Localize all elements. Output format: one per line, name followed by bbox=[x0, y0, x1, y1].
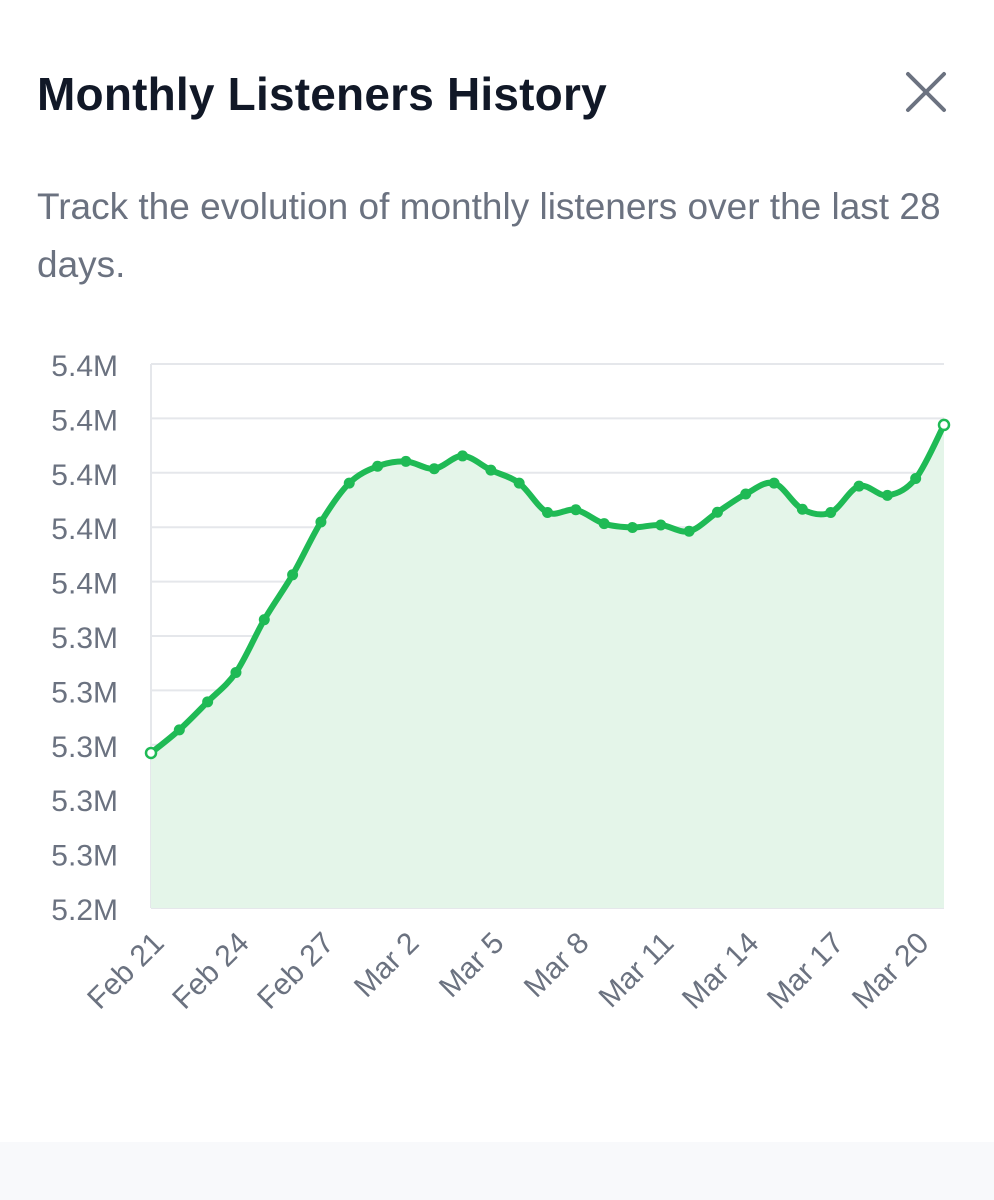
data-point[interactable] bbox=[513, 477, 525, 489]
area-layer bbox=[151, 424, 944, 908]
data-point[interactable] bbox=[655, 519, 667, 531]
close-button[interactable] bbox=[896, 62, 956, 122]
data-point[interactable] bbox=[542, 507, 553, 519]
dialog-subtitle: Track the evolution of monthly listeners… bbox=[37, 186, 941, 285]
x-tick-label: Feb 21 bbox=[81, 926, 170, 1015]
data-point[interactable] bbox=[626, 521, 638, 533]
data-point[interactable] bbox=[258, 614, 270, 626]
y-tick-label: 5.4M bbox=[51, 459, 118, 492]
data-point[interactable] bbox=[372, 460, 384, 472]
x-tick-label: Mar 14 bbox=[676, 926, 765, 1015]
listeners-chart: 5.2M 5.3M 5.3M 5.3M 5.3M 5.3M 5.4M 5.4M 5.4M 5.4M… bbox=[0, 330, 994, 1090]
close-icon bbox=[906, 72, 946, 112]
x-tick-label: Feb 27 bbox=[251, 926, 340, 1015]
data-point[interactable] bbox=[173, 724, 185, 736]
footer-band bbox=[0, 1142, 994, 1200]
x-tick-label: Mar 5 bbox=[433, 926, 511, 1004]
y-tick-label: 5.3M bbox=[51, 676, 118, 709]
data-point[interactable] bbox=[485, 464, 497, 476]
data-point[interactable] bbox=[428, 463, 440, 475]
dialog-title: Monthly Listeners History bbox=[37, 68, 607, 120]
data-point[interactable] bbox=[457, 450, 469, 462]
data-point[interactable] bbox=[343, 477, 355, 489]
y-tick-label: 5.4M bbox=[51, 404, 118, 437]
x-tick-label: Mar 11 bbox=[593, 926, 681, 1014]
data-point[interactable] bbox=[315, 516, 327, 528]
data-point[interactable] bbox=[144, 746, 158, 760]
y-tick-label: 5.4M bbox=[51, 513, 118, 546]
data-point[interactable] bbox=[881, 489, 893, 501]
series-area bbox=[151, 424, 944, 908]
y-tick-label: 5.4M bbox=[51, 568, 118, 601]
x-tick-label: Mar 20 bbox=[846, 926, 935, 1015]
data-point[interactable] bbox=[230, 666, 242, 678]
data-point[interactable] bbox=[937, 418, 951, 432]
chart-svg: 5.2M 5.3M 5.3M 5.3M 5.3M 5.3M 5.4M 5.4M 5.4M 5.4M… bbox=[51, 350, 951, 1016]
y-tick-label: 5.4M bbox=[51, 350, 118, 383]
y-tick-label: 5.3M bbox=[51, 622, 118, 655]
data-point[interactable] bbox=[202, 696, 214, 708]
data-point[interactable] bbox=[768, 477, 780, 489]
y-tick-label: 5.2M bbox=[51, 894, 118, 927]
y-tick-label: 5.3M bbox=[51, 731, 118, 764]
points-layer bbox=[144, 418, 951, 760]
data-point[interactable] bbox=[910, 473, 922, 485]
data-point[interactable] bbox=[287, 569, 299, 581]
x-tick-label: Mar 8 bbox=[518, 926, 596, 1004]
x-tick-label: Mar 2 bbox=[348, 926, 426, 1004]
data-point[interactable] bbox=[740, 488, 752, 500]
x-tick-label: Mar 17 bbox=[761, 926, 850, 1015]
data-point[interactable] bbox=[598, 518, 610, 530]
y-tick-label: 5.3M bbox=[51, 785, 118, 818]
data-point[interactable] bbox=[570, 504, 582, 516]
data-point[interactable] bbox=[853, 480, 865, 492]
y-tick-label: 5.3M bbox=[51, 840, 118, 873]
data-point[interactable] bbox=[400, 455, 412, 467]
x-tick-label: Feb 24 bbox=[166, 926, 255, 1015]
y-axis-ticks: 5.2M 5.3M 5.3M 5.3M 5.3M 5.3M 5.4M 5.4M 5.4M 5.4M… bbox=[51, 350, 118, 927]
data-point[interactable] bbox=[683, 525, 695, 537]
listeners-dialog: Monthly Listeners History Track the evol… bbox=[0, 62, 994, 1090]
data-point[interactable] bbox=[711, 506, 723, 518]
data-point[interactable] bbox=[825, 507, 837, 519]
data-point[interactable] bbox=[796, 503, 808, 515]
